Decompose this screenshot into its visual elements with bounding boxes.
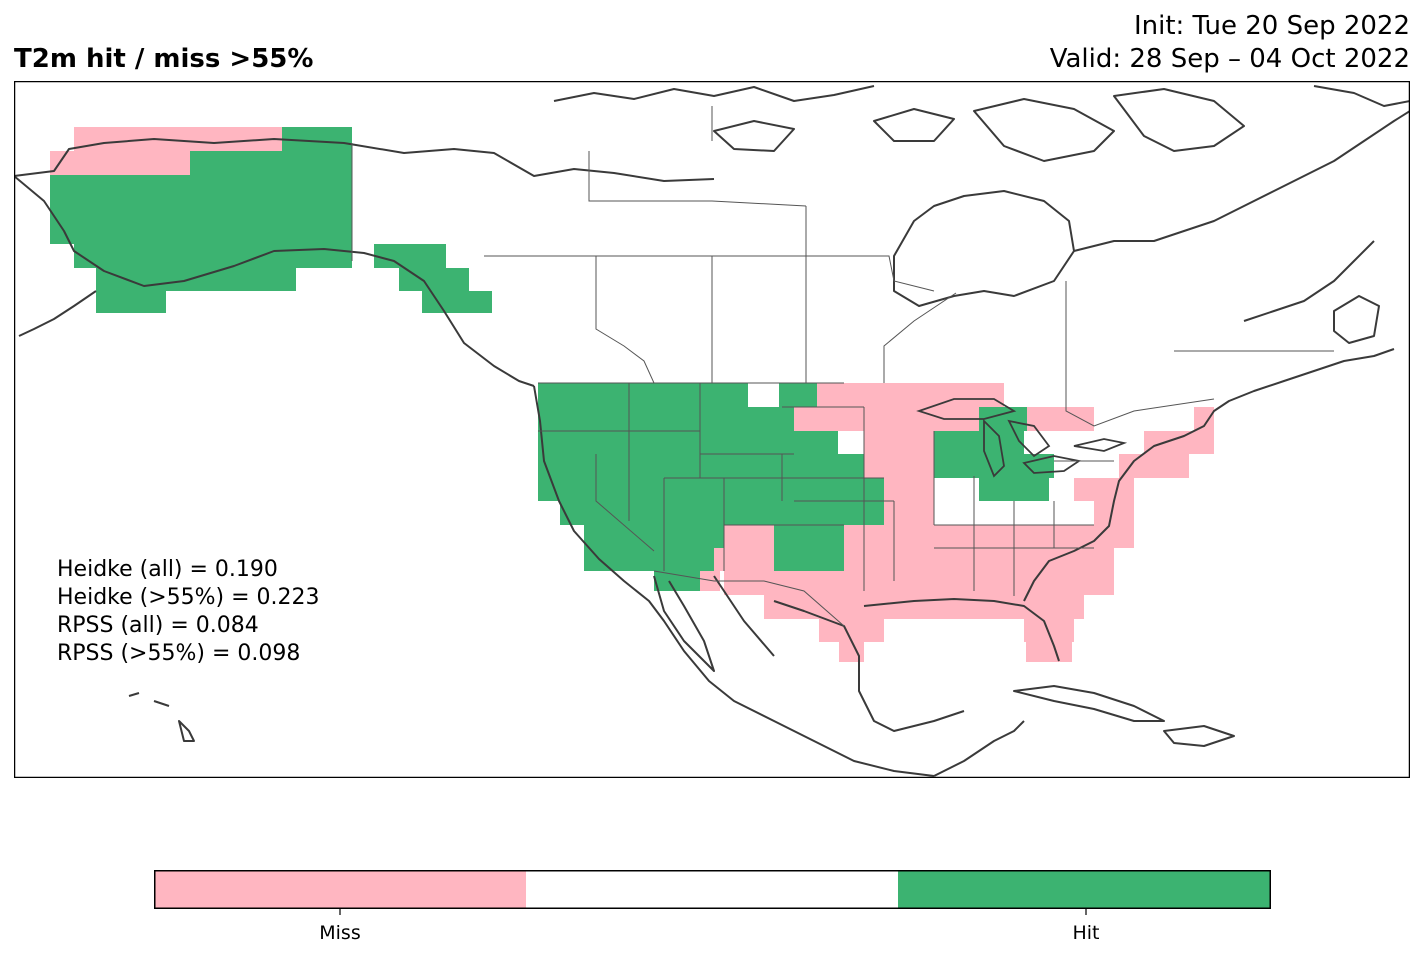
colorbar-miss-segment	[154, 870, 526, 909]
map-frame-border	[14, 81, 1410, 778]
colorbar-neutral-segment	[526, 870, 898, 909]
hit-cells	[50, 127, 1054, 591]
date-info: Init: Tue 20 Sep 2022 Valid: 28 Sep – 04…	[1050, 10, 1410, 76]
map-title: T2m hit / miss >55%	[14, 44, 314, 74]
heidke-55-score: Heidke (>55%) = 0.223	[57, 585, 320, 610]
colorbar-label-hit: Hit	[1072, 922, 1100, 944]
valid-date: Valid: 28 Sep – 04 Oct 2022	[1049, 44, 1410, 74]
colorbar	[154, 870, 1271, 909]
rpss-55-score: RPSS (>55%) = 0.098	[57, 641, 301, 666]
colorbar-border	[154, 870, 1271, 909]
great-lakes	[916, 398, 1128, 478]
rpss-all-score: RPSS (all) = 0.084	[57, 613, 259, 638]
colorbar-label-miss: Miss	[319, 922, 361, 944]
map-panel	[14, 81, 1410, 778]
political-borders	[351, 106, 1334, 627]
colorbar-hit-segment	[898, 870, 1271, 909]
init-date: Init: Tue 20 Sep 2022	[1133, 11, 1410, 41]
skill-scores: Heidke (all) = 0.190 Heidke (>55%) = 0.2…	[57, 556, 320, 668]
heidke-all-score: Heidke (all) = 0.190	[57, 557, 278, 582]
coastlines	[14, 85, 1410, 777]
